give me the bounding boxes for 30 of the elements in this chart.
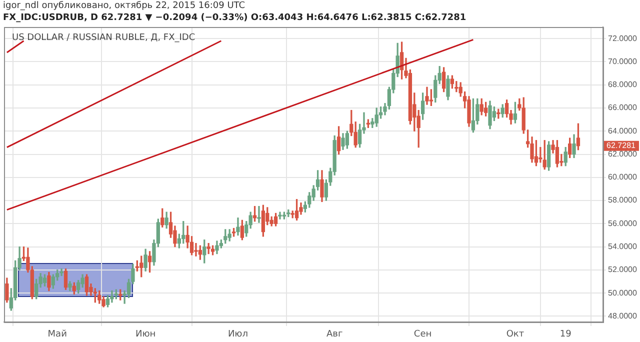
text: US DOLLAR / RUSSIAN RUBLE, Д, FX_IDC	[12, 33, 196, 43]
x-tick-label: 19	[560, 330, 572, 340]
x-tick-label: Май	[48, 330, 68, 340]
y-tick-label: 54.0000	[608, 242, 638, 252]
y-tick-label: 56.0000	[608, 218, 638, 228]
candlestick	[290, 210, 294, 218]
y-tick-label: 72.0000	[608, 34, 638, 43]
x-tick-label: Сен	[414, 330, 432, 340]
candlestick	[278, 212, 282, 220]
x-tick-label: Июн	[135, 330, 156, 340]
x-tick-label: Июл	[228, 330, 248, 340]
y-tick-label: 48.0000	[608, 311, 638, 320]
text: igor_ndl опубликовано, октябрь 22, 2015 16:09 UTC	[3, 1, 246, 11]
y-tick-label: 50.0000	[608, 288, 638, 298]
candlestick	[257, 206, 261, 223]
y-tick-label: 58.0000	[608, 196, 638, 205]
y-tick-label: 70.0000	[608, 56, 638, 66]
chart-subtitle: FX_IDC:USDRUB, D 62.7281 ▼ −0.2094 (−0.33%) O:63.4043 H:64.6476 L:62.3815 C:62.7281	[3, 13, 466, 23]
text: 62.7281	[606, 141, 636, 150]
candlestick	[194, 243, 198, 256]
y-tick-label: 66.0000	[608, 103, 638, 112]
y-tick-label: 52.0000	[608, 265, 638, 274]
x-tick-label: Авг	[326, 330, 343, 340]
candlestick	[206, 243, 210, 254]
candlestick	[60, 268, 64, 276]
y-tick-label: 64.0000	[608, 126, 638, 136]
y-tick-label: 62.0000	[608, 149, 638, 158]
y-tick-label: 60.0000	[608, 172, 638, 182]
y-tick-label: 68.0000	[608, 80, 638, 90]
x-tick-label: Окт	[506, 330, 524, 340]
